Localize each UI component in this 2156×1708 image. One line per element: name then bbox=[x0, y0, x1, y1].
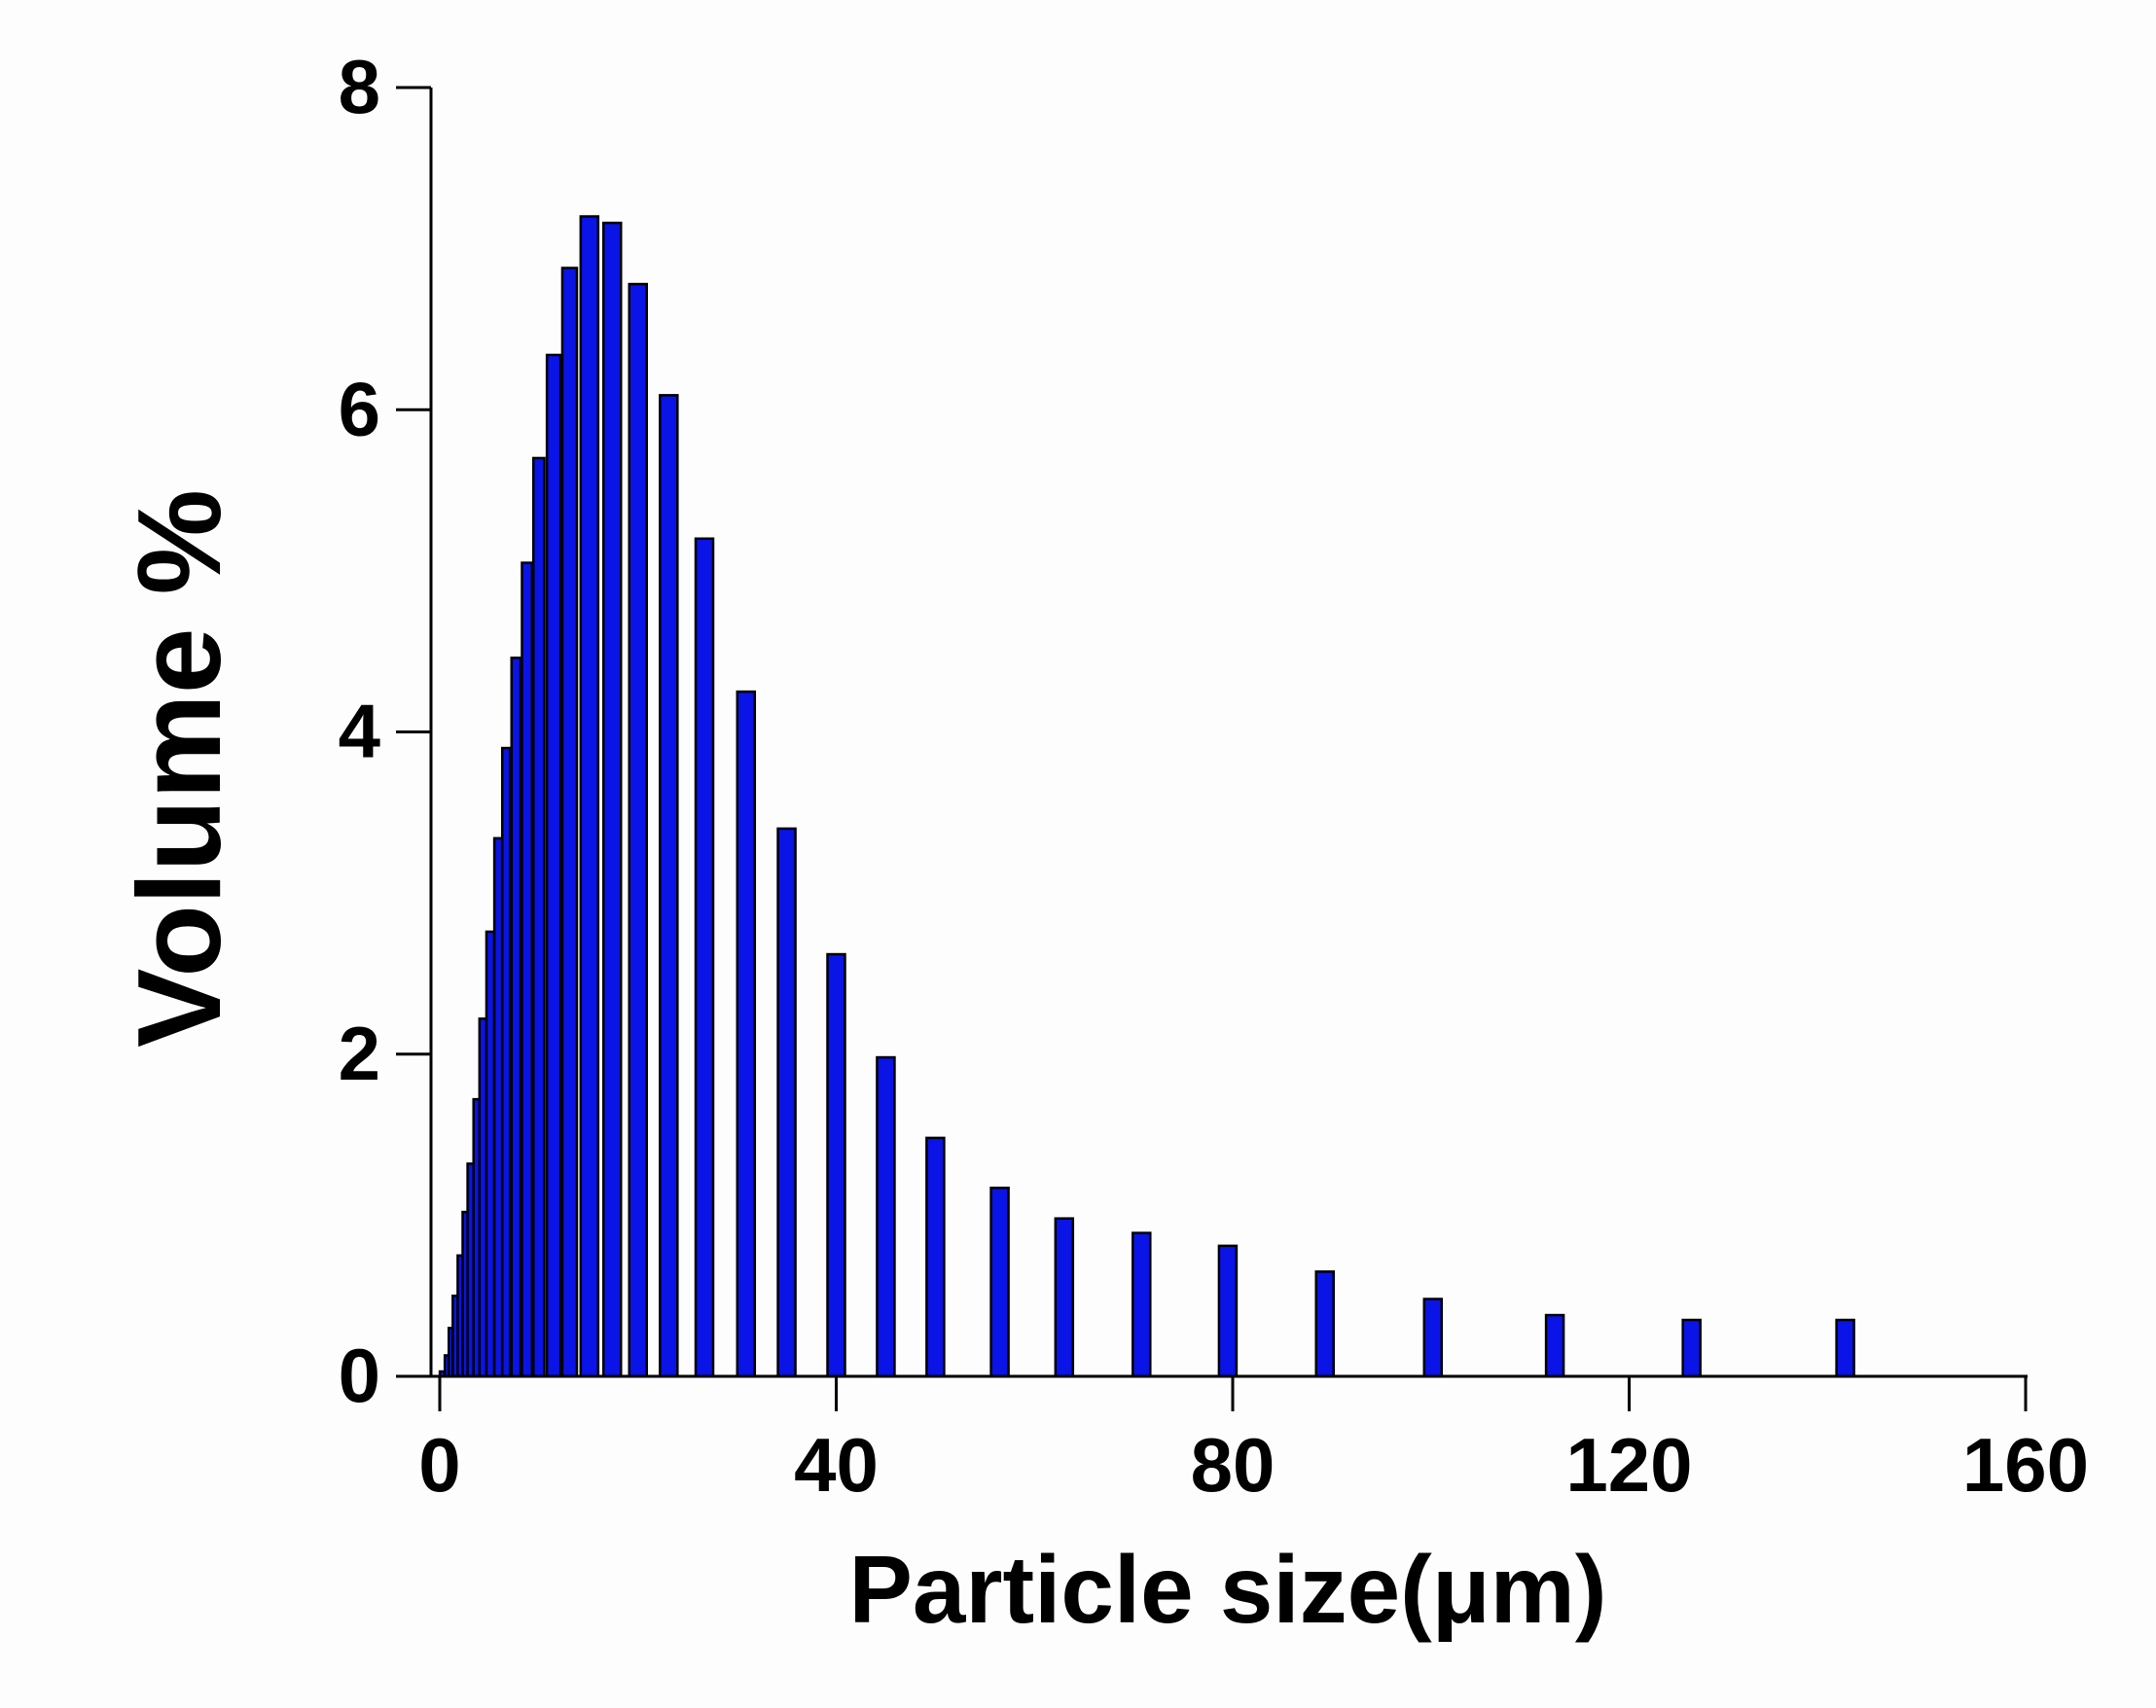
bar-14 bbox=[532, 456, 546, 1378]
y-tick-label-1: 2 bbox=[339, 1011, 380, 1096]
bar-12 bbox=[510, 657, 522, 1378]
bar-16 bbox=[560, 267, 579, 1378]
bar-20 bbox=[659, 394, 679, 1378]
bar-31 bbox=[1314, 1270, 1335, 1378]
bar-21 bbox=[694, 537, 715, 1378]
x-tick-label-2: 80 bbox=[1191, 1422, 1276, 1508]
bar-11 bbox=[501, 746, 512, 1378]
bar-30 bbox=[1217, 1244, 1239, 1378]
bar-33 bbox=[1544, 1313, 1565, 1378]
bar-27 bbox=[989, 1186, 1010, 1378]
bar-28 bbox=[1054, 1217, 1075, 1378]
y-tick-label-0: 0 bbox=[339, 1333, 380, 1418]
bar-26 bbox=[925, 1136, 946, 1378]
y-tick-label-4: 8 bbox=[339, 44, 380, 129]
bar-35 bbox=[1835, 1318, 1855, 1378]
x-axis-title: Particle size(μm) bbox=[849, 1536, 1607, 1643]
bar-17 bbox=[579, 215, 600, 1378]
y-axis-title: Volume % bbox=[113, 489, 245, 1048]
x-tick-label-4: 160 bbox=[1962, 1422, 2089, 1508]
axes-layer bbox=[396, 86, 2028, 1411]
bar-10 bbox=[492, 836, 504, 1378]
bar-24 bbox=[826, 952, 846, 1378]
bars-layer bbox=[438, 215, 1855, 1378]
bar-34 bbox=[1681, 1318, 1702, 1378]
x-tick-label-3: 120 bbox=[1565, 1422, 1692, 1508]
y-tick-label-3: 6 bbox=[339, 366, 380, 451]
bar-22 bbox=[736, 690, 757, 1378]
bar-15 bbox=[545, 353, 562, 1378]
bar-13 bbox=[521, 561, 534, 1378]
bar-9 bbox=[485, 930, 496, 1378]
bar-19 bbox=[628, 282, 648, 1378]
x-tick-label-1: 40 bbox=[794, 1422, 879, 1508]
bar-29 bbox=[1132, 1231, 1152, 1378]
bar-25 bbox=[876, 1055, 896, 1378]
bar-32 bbox=[1422, 1298, 1444, 1378]
bar-23 bbox=[776, 827, 797, 1378]
x-tick-label-0: 0 bbox=[418, 1422, 460, 1508]
y-tick-label-2: 4 bbox=[339, 689, 380, 774]
bar-18 bbox=[602, 221, 623, 1378]
